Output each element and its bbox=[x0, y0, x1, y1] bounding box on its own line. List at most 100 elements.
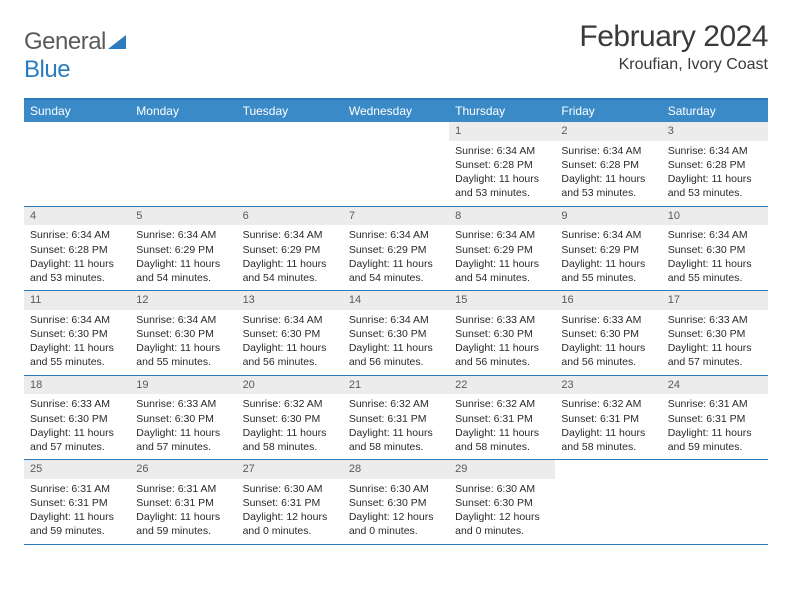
empty-cell bbox=[237, 122, 343, 206]
day-detail: Sunrise: 6:33 AMSunset: 6:30 PMDaylight:… bbox=[24, 394, 130, 459]
day-cell: 20Sunrise: 6:32 AMSunset: 6:30 PMDayligh… bbox=[237, 376, 343, 460]
week-row: 4Sunrise: 6:34 AMSunset: 6:28 PMDaylight… bbox=[24, 207, 768, 292]
day-number: 16 bbox=[555, 291, 661, 310]
day-number: 25 bbox=[24, 460, 130, 479]
brand-part2: Blue bbox=[24, 56, 70, 83]
day-detail: Sunrise: 6:33 AMSunset: 6:30 PMDaylight:… bbox=[662, 310, 768, 375]
day-cell: 12Sunrise: 6:34 AMSunset: 6:30 PMDayligh… bbox=[130, 291, 236, 375]
day-cell: 23Sunrise: 6:32 AMSunset: 6:31 PMDayligh… bbox=[555, 376, 661, 460]
day-cell: 14Sunrise: 6:34 AMSunset: 6:30 PMDayligh… bbox=[343, 291, 449, 375]
day-number: 27 bbox=[237, 460, 343, 479]
day-detail: Sunrise: 6:34 AMSunset: 6:28 PMDaylight:… bbox=[555, 141, 661, 206]
day-number: 23 bbox=[555, 376, 661, 395]
day-detail: Sunrise: 6:31 AMSunset: 6:31 PMDaylight:… bbox=[24, 479, 130, 544]
day-number: 22 bbox=[449, 376, 555, 395]
location-text: Kroufian, Ivory Coast bbox=[579, 56, 768, 74]
day-detail: Sunrise: 6:34 AMSunset: 6:29 PMDaylight:… bbox=[237, 225, 343, 290]
brand-logo: GeneralBlue bbox=[24, 28, 126, 84]
day-header-cell: Monday bbox=[130, 100, 236, 122]
day-number: 19 bbox=[130, 376, 236, 395]
day-number: 17 bbox=[662, 291, 768, 310]
page-header: GeneralBlue February 2024 Kroufian, Ivor… bbox=[24, 20, 768, 84]
day-detail: Sunrise: 6:32 AMSunset: 6:31 PMDaylight:… bbox=[555, 394, 661, 459]
day-number: 21 bbox=[343, 376, 449, 395]
day-cell: 1Sunrise: 6:34 AMSunset: 6:28 PMDaylight… bbox=[449, 122, 555, 206]
day-detail: Sunrise: 6:34 AMSunset: 6:30 PMDaylight:… bbox=[24, 310, 130, 375]
day-detail: Sunrise: 6:34 AMSunset: 6:30 PMDaylight:… bbox=[237, 310, 343, 375]
week-row: 1Sunrise: 6:34 AMSunset: 6:28 PMDaylight… bbox=[24, 122, 768, 207]
day-cell: 7Sunrise: 6:34 AMSunset: 6:29 PMDaylight… bbox=[343, 207, 449, 291]
day-detail: Sunrise: 6:34 AMSunset: 6:30 PMDaylight:… bbox=[662, 225, 768, 290]
day-cell: 8Sunrise: 6:34 AMSunset: 6:29 PMDaylight… bbox=[449, 207, 555, 291]
day-cell: 27Sunrise: 6:30 AMSunset: 6:31 PMDayligh… bbox=[237, 460, 343, 544]
day-detail: Sunrise: 6:33 AMSunset: 6:30 PMDaylight:… bbox=[449, 310, 555, 375]
day-number: 9 bbox=[555, 207, 661, 226]
day-header-cell: Tuesday bbox=[237, 100, 343, 122]
day-number: 4 bbox=[24, 207, 130, 226]
day-detail: Sunrise: 6:34 AMSunset: 6:30 PMDaylight:… bbox=[343, 310, 449, 375]
day-detail: Sunrise: 6:34 AMSunset: 6:29 PMDaylight:… bbox=[343, 225, 449, 290]
day-detail: Sunrise: 6:34 AMSunset: 6:28 PMDaylight:… bbox=[662, 141, 768, 206]
day-header-cell: Thursday bbox=[449, 100, 555, 122]
empty-cell bbox=[24, 122, 130, 206]
calendar-grid: SundayMondayTuesdayWednesdayThursdayFrid… bbox=[24, 98, 768, 545]
day-cell: 16Sunrise: 6:33 AMSunset: 6:30 PMDayligh… bbox=[555, 291, 661, 375]
week-row: 18Sunrise: 6:33 AMSunset: 6:30 PMDayligh… bbox=[24, 376, 768, 461]
day-cell: 26Sunrise: 6:31 AMSunset: 6:31 PMDayligh… bbox=[130, 460, 236, 544]
day-number: 28 bbox=[343, 460, 449, 479]
brand-triangle-icon bbox=[108, 28, 126, 56]
day-cell: 25Sunrise: 6:31 AMSunset: 6:31 PMDayligh… bbox=[24, 460, 130, 544]
day-detail: Sunrise: 6:34 AMSunset: 6:28 PMDaylight:… bbox=[24, 225, 130, 290]
day-header-row: SundayMondayTuesdayWednesdayThursdayFrid… bbox=[24, 100, 768, 122]
title-block: February 2024 Kroufian, Ivory Coast bbox=[579, 20, 768, 74]
day-detail: Sunrise: 6:34 AMSunset: 6:29 PMDaylight:… bbox=[130, 225, 236, 290]
day-cell: 3Sunrise: 6:34 AMSunset: 6:28 PMDaylight… bbox=[662, 122, 768, 206]
day-number: 11 bbox=[24, 291, 130, 310]
day-number: 5 bbox=[130, 207, 236, 226]
day-cell: 24Sunrise: 6:31 AMSunset: 6:31 PMDayligh… bbox=[662, 376, 768, 460]
day-cell: 15Sunrise: 6:33 AMSunset: 6:30 PMDayligh… bbox=[449, 291, 555, 375]
day-number: 6 bbox=[237, 207, 343, 226]
day-number: 12 bbox=[130, 291, 236, 310]
day-detail: Sunrise: 6:33 AMSunset: 6:30 PMDaylight:… bbox=[555, 310, 661, 375]
day-cell: 17Sunrise: 6:33 AMSunset: 6:30 PMDayligh… bbox=[662, 291, 768, 375]
day-header-cell: Saturday bbox=[662, 100, 768, 122]
day-detail: Sunrise: 6:34 AMSunset: 6:29 PMDaylight:… bbox=[555, 225, 661, 290]
empty-cell bbox=[130, 122, 236, 206]
day-detail: Sunrise: 6:32 AMSunset: 6:31 PMDaylight:… bbox=[343, 394, 449, 459]
day-cell: 9Sunrise: 6:34 AMSunset: 6:29 PMDaylight… bbox=[555, 207, 661, 291]
empty-cell bbox=[662, 460, 768, 544]
brand-text: GeneralBlue bbox=[24, 28, 126, 84]
month-title: February 2024 bbox=[579, 20, 768, 54]
week-row: 25Sunrise: 6:31 AMSunset: 6:31 PMDayligh… bbox=[24, 460, 768, 545]
day-number: 2 bbox=[555, 122, 661, 141]
day-detail: Sunrise: 6:34 AMSunset: 6:30 PMDaylight:… bbox=[130, 310, 236, 375]
day-cell: 11Sunrise: 6:34 AMSunset: 6:30 PMDayligh… bbox=[24, 291, 130, 375]
day-cell: 18Sunrise: 6:33 AMSunset: 6:30 PMDayligh… bbox=[24, 376, 130, 460]
day-cell: 2Sunrise: 6:34 AMSunset: 6:28 PMDaylight… bbox=[555, 122, 661, 206]
day-cell: 10Sunrise: 6:34 AMSunset: 6:30 PMDayligh… bbox=[662, 207, 768, 291]
day-number: 7 bbox=[343, 207, 449, 226]
empty-cell bbox=[555, 460, 661, 544]
day-cell: 29Sunrise: 6:30 AMSunset: 6:30 PMDayligh… bbox=[449, 460, 555, 544]
day-number: 24 bbox=[662, 376, 768, 395]
day-cell: 19Sunrise: 6:33 AMSunset: 6:30 PMDayligh… bbox=[130, 376, 236, 460]
day-number: 10 bbox=[662, 207, 768, 226]
day-header-cell: Wednesday bbox=[343, 100, 449, 122]
day-number: 20 bbox=[237, 376, 343, 395]
day-detail: Sunrise: 6:30 AMSunset: 6:30 PMDaylight:… bbox=[343, 479, 449, 544]
day-detail: Sunrise: 6:30 AMSunset: 6:31 PMDaylight:… bbox=[237, 479, 343, 544]
day-detail: Sunrise: 6:33 AMSunset: 6:30 PMDaylight:… bbox=[130, 394, 236, 459]
day-number: 14 bbox=[343, 291, 449, 310]
calendar-page: GeneralBlue February 2024 Kroufian, Ivor… bbox=[0, 0, 792, 565]
day-number: 18 bbox=[24, 376, 130, 395]
day-number: 29 bbox=[449, 460, 555, 479]
empty-cell bbox=[343, 122, 449, 206]
day-number: 26 bbox=[130, 460, 236, 479]
day-detail: Sunrise: 6:31 AMSunset: 6:31 PMDaylight:… bbox=[662, 394, 768, 459]
day-number: 8 bbox=[449, 207, 555, 226]
weeks-container: 1Sunrise: 6:34 AMSunset: 6:28 PMDaylight… bbox=[24, 122, 768, 545]
day-cell: 13Sunrise: 6:34 AMSunset: 6:30 PMDayligh… bbox=[237, 291, 343, 375]
day-header-cell: Friday bbox=[555, 100, 661, 122]
day-cell: 5Sunrise: 6:34 AMSunset: 6:29 PMDaylight… bbox=[130, 207, 236, 291]
